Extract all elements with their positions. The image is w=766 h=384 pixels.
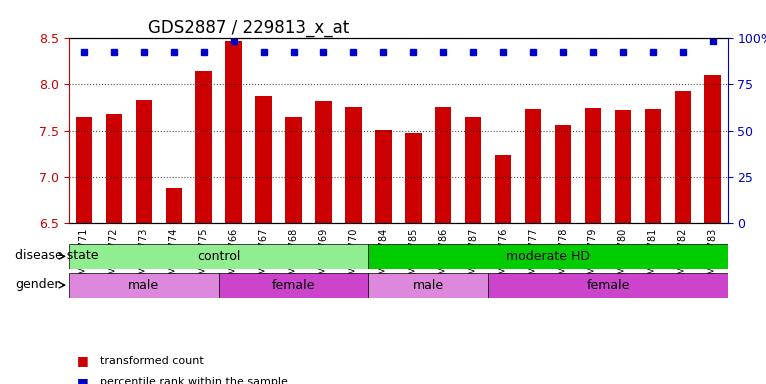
Bar [675,91,691,223]
FancyBboxPatch shape [488,273,728,298]
Bar [165,188,182,223]
Bar [525,109,542,223]
FancyBboxPatch shape [368,273,488,298]
FancyBboxPatch shape [69,273,218,298]
Bar [435,107,451,223]
Bar [495,156,512,223]
Bar [136,100,152,223]
Bar [225,41,242,223]
FancyBboxPatch shape [69,244,368,269]
Text: male: male [413,279,444,291]
Bar [106,114,122,223]
Bar [255,96,272,223]
Text: female: female [272,279,315,291]
Bar [705,75,721,223]
Text: male: male [128,279,159,291]
Bar [345,107,362,223]
Text: control: control [197,250,241,263]
FancyBboxPatch shape [368,244,728,269]
Text: moderate HD: moderate HD [506,250,590,263]
Text: GDS2887 / 229813_x_at: GDS2887 / 229813_x_at [148,19,349,37]
FancyBboxPatch shape [218,273,368,298]
Text: disease state: disease state [15,249,99,262]
Bar [584,108,601,223]
Bar [285,117,302,223]
Bar [645,109,661,223]
Text: ■: ■ [77,354,88,367]
Text: percentile rank within the sample: percentile rank within the sample [100,377,287,384]
Bar [405,133,421,223]
Text: gender: gender [15,278,60,291]
Bar [555,125,571,223]
Text: transformed count: transformed count [100,356,203,366]
Bar [76,117,92,223]
Bar [316,101,332,223]
Text: ■: ■ [77,376,88,384]
Text: female: female [586,279,630,291]
Bar [614,110,631,223]
Bar [375,130,391,223]
Bar [195,71,212,223]
Bar [465,117,481,223]
